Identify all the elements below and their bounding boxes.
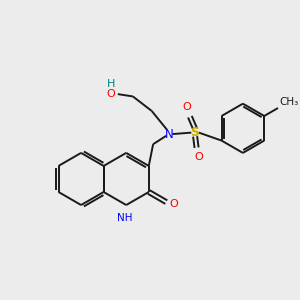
Text: O: O [182, 102, 191, 112]
Text: O: O [106, 88, 115, 98]
Text: H: H [107, 79, 116, 89]
Text: NH: NH [117, 213, 133, 223]
Text: CH₃: CH₃ [280, 97, 299, 106]
Text: S: S [190, 126, 200, 139]
Text: O: O [194, 152, 203, 162]
Text: N: N [165, 128, 173, 141]
Text: O: O [170, 199, 178, 208]
